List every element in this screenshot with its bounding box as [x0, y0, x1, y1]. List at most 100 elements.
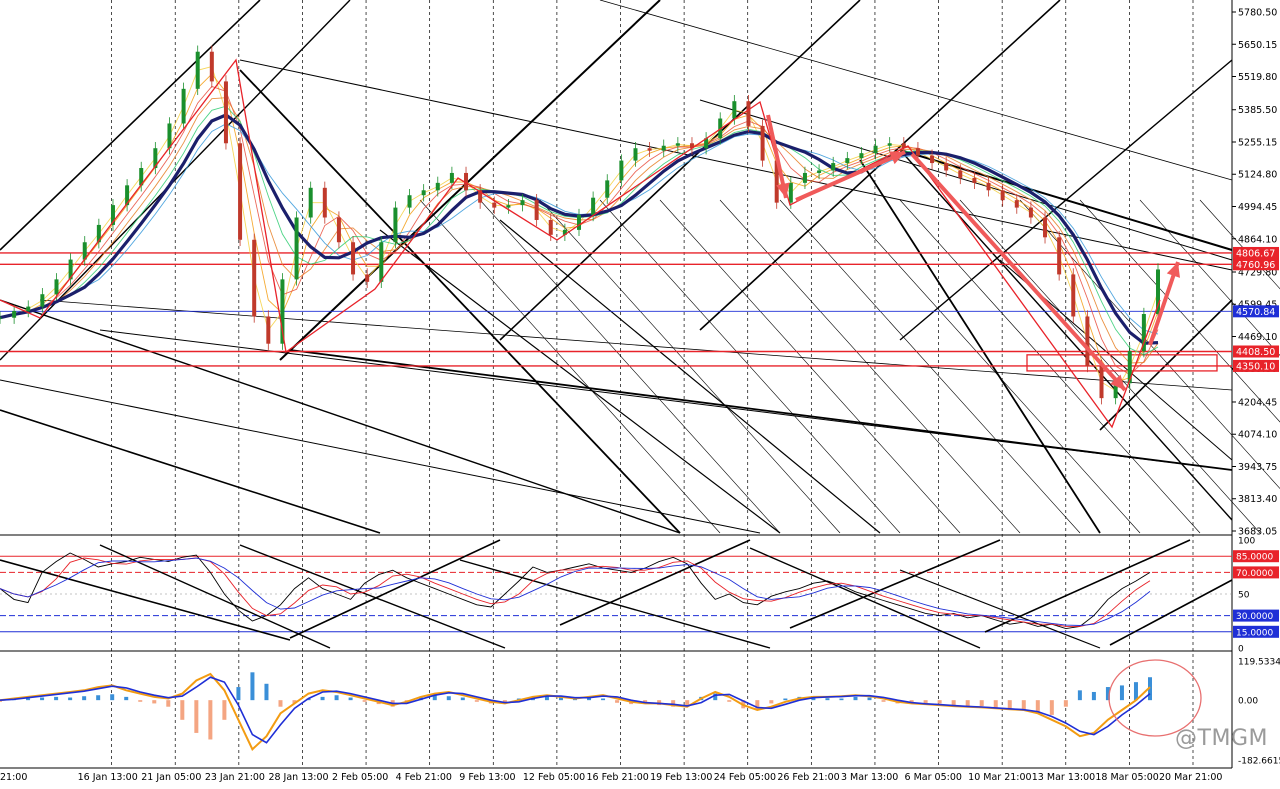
price-tick-label: 5255.15 — [1238, 137, 1277, 148]
macd-histogram-bar — [138, 700, 143, 702]
macd-histogram-bar — [1077, 690, 1082, 701]
macd-histogram-bar — [811, 697, 816, 701]
macd-histogram-bar — [446, 696, 451, 701]
macd-histogram-bar — [474, 700, 479, 702]
candle-body — [351, 242, 356, 275]
price-level-label: 4408.50 — [1236, 347, 1275, 358]
candle-body — [845, 158, 850, 164]
candle-body — [802, 172, 807, 183]
annotation-arrowhead — [889, 151, 905, 165]
time-tick-label: 10 Mar 21:00 — [968, 772, 1031, 783]
macd-histogram-bar — [82, 696, 87, 701]
macd-histogram-bar — [1035, 700, 1040, 714]
price-tick-label: 4469.10 — [1238, 332, 1277, 343]
macd-histogram-bar — [727, 700, 732, 702]
candle-body — [915, 148, 920, 156]
macd-histogram-bar — [601, 698, 606, 701]
candle-body — [167, 123, 172, 149]
macd-histogram-bar — [1133, 682, 1138, 701]
candle-body — [1099, 365, 1104, 399]
candle-body — [746, 101, 751, 126]
candle-body — [96, 224, 101, 243]
time-tick-label: 23 Jan 21:00 — [205, 772, 265, 783]
oscillator-trendline — [239, 544, 506, 649]
trendline — [239, 69, 681, 534]
candle-body — [252, 239, 257, 317]
macd-histogram-bar — [110, 694, 115, 701]
macd-tick-label: -182.6615 — [1238, 757, 1280, 767]
candle-body — [1113, 383, 1118, 399]
macd-histogram-bar — [1091, 691, 1096, 701]
candle-body — [1156, 269, 1160, 315]
time-tick-label: 16 Jan 13:00 — [78, 772, 138, 783]
macd-histogram-bar — [853, 696, 858, 701]
macd-histogram-bar — [544, 696, 549, 701]
price-tick-label: 4074.10 — [1238, 430, 1277, 441]
oscillator-trendline — [99, 544, 331, 649]
oscillator-level-tag — [1233, 566, 1279, 579]
macd-histogram-bar — [558, 697, 563, 701]
candle-body — [153, 148, 158, 169]
macd-histogram-bar — [362, 700, 367, 702]
candle-body — [365, 274, 370, 282]
oscillator-level-tag — [1233, 625, 1279, 638]
time-tick-label: 24 Feb 05:00 — [714, 772, 776, 783]
candle-body — [68, 259, 73, 280]
candle-body — [1141, 314, 1146, 352]
price-tick-label: 5519.80 — [1238, 72, 1277, 83]
candle-body — [901, 143, 906, 149]
candle-body — [322, 187, 327, 218]
macd-histogram-bar — [951, 700, 956, 706]
macd-histogram-bar — [713, 693, 718, 701]
candle-body — [1043, 217, 1048, 238]
time-tick-label: 16 Feb 21:00 — [587, 772, 649, 783]
macd-histogram-bar — [208, 700, 213, 740]
highlight-circle — [1108, 659, 1202, 737]
candle-body — [1057, 237, 1062, 275]
price-tick-label: 4994.45 — [1238, 202, 1277, 213]
trendline — [239, 59, 1233, 271]
candle-body — [887, 143, 892, 146]
price-level-label: 4760.96 — [1236, 260, 1275, 271]
price-tick-label: 3943.75 — [1238, 462, 1277, 473]
macd-histogram-bar — [979, 700, 984, 707]
candle-body — [986, 182, 991, 191]
macd-histogram-bar — [937, 700, 942, 704]
trendline — [859, 159, 1101, 534]
macd-tick-label: 119.5334 — [1238, 658, 1280, 668]
macd-line — [0, 676, 1151, 744]
macd-histogram-bar — [671, 700, 676, 707]
macd-histogram-bar — [334, 695, 339, 701]
annotation-arrow — [910, 152, 1127, 392]
candle-body — [478, 190, 483, 203]
time-tick-label: 28 Jan 13:00 — [268, 772, 328, 783]
price-tick-label: 5780.50 — [1238, 8, 1277, 19]
oscillator-trendline — [0, 559, 291, 641]
macd-histogram-bar — [166, 700, 171, 707]
price-level-tag — [1233, 258, 1279, 271]
candle-body — [12, 311, 17, 318]
price-level-tag — [1233, 359, 1279, 372]
oscillator-trendline — [559, 539, 751, 626]
macd-histogram-bar — [222, 700, 227, 720]
trendline — [0, 379, 761, 534]
oscillator-level-tag — [1233, 609, 1279, 622]
macd-histogram-bar — [194, 700, 199, 733]
time-tick-label: 9 Feb 13:00 — [459, 772, 515, 783]
macd-histogram-bar — [236, 687, 241, 701]
candle-body — [605, 180, 610, 198]
candle-body — [1028, 207, 1033, 218]
macd-histogram-bar — [965, 700, 970, 707]
price-level-tag — [1233, 345, 1279, 358]
candle-body — [139, 168, 144, 186]
candle-body — [1014, 200, 1019, 208]
macd-histogram-bar — [40, 697, 45, 701]
oscillator-trendline — [289, 539, 501, 639]
macd-histogram-bar — [54, 696, 59, 701]
candle-body — [591, 197, 596, 216]
price-level-tag — [1233, 246, 1279, 259]
candle-body — [661, 145, 666, 151]
price-level-label: 4806.67 — [1236, 248, 1275, 259]
watermark-text: @TMGM — [1175, 726, 1268, 751]
candle-body — [209, 51, 214, 82]
